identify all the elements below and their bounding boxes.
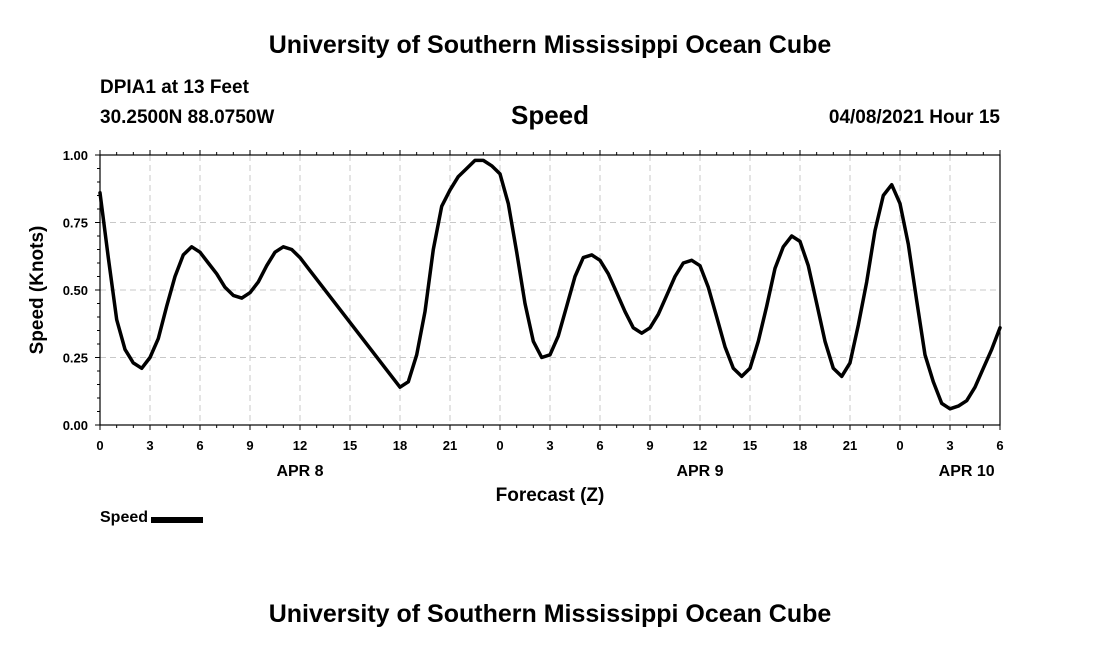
x-tick-label: 9: [646, 438, 653, 453]
y-tick-labels: 0.00 0.25 0.50 0.75 1.00: [63, 148, 88, 433]
plot-frame: [99, 154, 1001, 426]
x-tick-label: 3: [946, 438, 953, 453]
x-tick-label: 21: [443, 438, 457, 453]
x-tick-label: 18: [793, 438, 807, 453]
y-tick-label: 0.00: [63, 418, 88, 433]
y-axis-label: Speed (Knots): [27, 226, 48, 355]
x-tick-label: 21: [843, 438, 857, 453]
y-tick-label: 0.25: [63, 351, 88, 366]
legend-swatch: [151, 516, 204, 523]
x-tick-label: 6: [196, 438, 203, 453]
y-tick-label: 1.00: [63, 148, 88, 163]
x-tick-label: 15: [743, 438, 757, 453]
x-tick-label: 9: [246, 438, 253, 453]
x-tick-label: 12: [693, 438, 707, 453]
legend-label: Speed: [100, 509, 149, 526]
x-tick-labels: 0 3 6 9 12 15 18 21 0 3 6 9 12 15 18 21 0 3 6: [96, 438, 1003, 453]
forecast-datetime: 04/08/2021 Hour 15: [828, 107, 1000, 128]
x-tick-label: 0: [496, 438, 503, 453]
series-layer: [98, 158, 1002, 411]
y-tick-label: 0.75: [63, 216, 88, 231]
x-tick-label: 0: [96, 438, 103, 453]
footer-title: University of Southern Mississippi Ocean…: [268, 600, 832, 628]
x-tick-label: 18: [393, 438, 407, 453]
x-tick-label: 15: [343, 438, 357, 453]
y-tick-label: 0.50: [63, 283, 88, 298]
series-line-speed: [98, 158, 1002, 411]
date-labels: APR 8 APR 9 APR 10: [276, 463, 994, 480]
date-label: APR 9: [676, 463, 723, 480]
x-tick-label: 0: [896, 438, 903, 453]
variable-title: Speed: [510, 100, 590, 130]
x-axis-label: Forecast (Z): [496, 485, 605, 506]
date-label: APR 8: [276, 463, 323, 480]
coordinates-label: 30.2500N 88.0750W: [100, 107, 275, 128]
x-tick-label: 6: [996, 438, 1003, 453]
legend: Speed: [100, 509, 204, 527]
station-label: DPIA1 at 13 Feet: [100, 77, 249, 98]
grid-lines: [100, 155, 1000, 425]
x-tick-label: 12: [293, 438, 307, 453]
x-tick-label: 3: [546, 438, 553, 453]
header-title: University of Southern Mississippi Ocean…: [268, 31, 832, 59]
date-label: APR 10: [939, 463, 995, 480]
x-tick-label: 3: [146, 438, 153, 453]
x-tick-label: 6: [596, 438, 603, 453]
